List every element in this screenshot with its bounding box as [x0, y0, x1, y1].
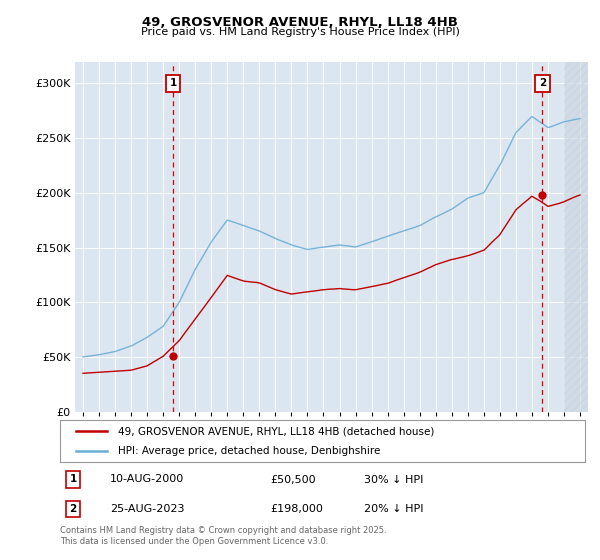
- Text: 10-AUG-2000: 10-AUG-2000: [110, 474, 184, 484]
- Text: 1: 1: [70, 474, 77, 484]
- Text: 20% ↓ HPI: 20% ↓ HPI: [365, 504, 424, 514]
- Text: 30% ↓ HPI: 30% ↓ HPI: [365, 474, 424, 484]
- Text: £198,000: £198,000: [270, 504, 323, 514]
- Text: 49, GROSVENOR AVENUE, RHYL, LL18 4HB (detached house): 49, GROSVENOR AVENUE, RHYL, LL18 4HB (de…: [118, 426, 434, 436]
- Text: Price paid vs. HM Land Registry's House Price Index (HPI): Price paid vs. HM Land Registry's House …: [140, 27, 460, 37]
- Text: £50,500: £50,500: [270, 474, 316, 484]
- Text: 1: 1: [169, 78, 177, 88]
- Text: Contains HM Land Registry data © Crown copyright and database right 2025.
This d: Contains HM Land Registry data © Crown c…: [60, 526, 386, 546]
- Bar: [564, 62, 588, 412]
- Text: HPI: Average price, detached house, Denbighshire: HPI: Average price, detached house, Denb…: [118, 446, 380, 456]
- Text: 49, GROSVENOR AVENUE, RHYL, LL18 4HB: 49, GROSVENOR AVENUE, RHYL, LL18 4HB: [142, 16, 458, 29]
- Text: 2: 2: [70, 504, 77, 514]
- Text: 2: 2: [539, 78, 546, 88]
- Text: 25-AUG-2023: 25-AUG-2023: [110, 504, 184, 514]
